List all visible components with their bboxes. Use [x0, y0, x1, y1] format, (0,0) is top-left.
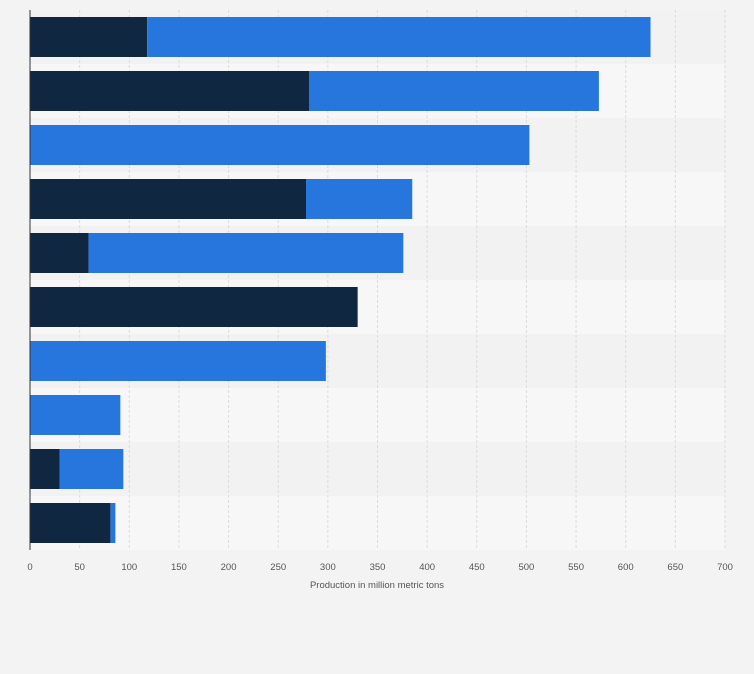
- bar-segment-series-2[interactable]: [110, 503, 116, 543]
- bar-segment-series-1[interactable]: [30, 449, 60, 489]
- bar-segment-series-1[interactable]: [30, 17, 148, 57]
- bar-segment-series-2[interactable]: [59, 449, 124, 489]
- x-tick-label: 50: [74, 562, 85, 573]
- bar-segment-series-2[interactable]: [30, 395, 121, 435]
- x-tick-label: 600: [618, 562, 634, 573]
- x-axis-title: Production in million metric tons: [310, 580, 444, 591]
- x-tick-label: 400: [419, 562, 435, 573]
- bar-segment-series-2[interactable]: [306, 179, 413, 219]
- x-tick-label: 250: [270, 562, 286, 573]
- bar-segment-series-2[interactable]: [147, 17, 651, 57]
- bar-segment-series-1[interactable]: [30, 71, 309, 111]
- x-tick-label: 500: [518, 562, 534, 573]
- x-tick-label: 650: [667, 562, 683, 573]
- x-tick-label: 0: [27, 562, 32, 573]
- bars: [30, 17, 651, 543]
- x-tick-label: 700: [717, 562, 733, 573]
- x-tick-label: 550: [568, 562, 584, 573]
- x-tick-label: 150: [171, 562, 187, 573]
- bar-segment-series-1[interactable]: [30, 179, 307, 219]
- bar-segment-series-2[interactable]: [30, 341, 326, 381]
- x-tick-labels: 0 50 100 150 200 250 300 350 400 450 500 550 600 650 7…: [27, 562, 733, 573]
- x-tick-label: 200: [221, 562, 237, 573]
- bar-segment-series-1[interactable]: [30, 287, 358, 327]
- bar-segment-series-1[interactable]: [30, 233, 89, 273]
- bar-segment-series-2[interactable]: [88, 233, 404, 273]
- x-tick-label: 350: [370, 562, 386, 573]
- x-tick-label: 450: [469, 562, 485, 573]
- x-tick-label: 300: [320, 562, 336, 573]
- x-tick-label: 100: [121, 562, 137, 573]
- bar-segment-series-1[interactable]: [30, 503, 111, 543]
- bar-segment-series-2[interactable]: [30, 125, 530, 165]
- bar-segment-series-2[interactable]: [308, 71, 599, 111]
